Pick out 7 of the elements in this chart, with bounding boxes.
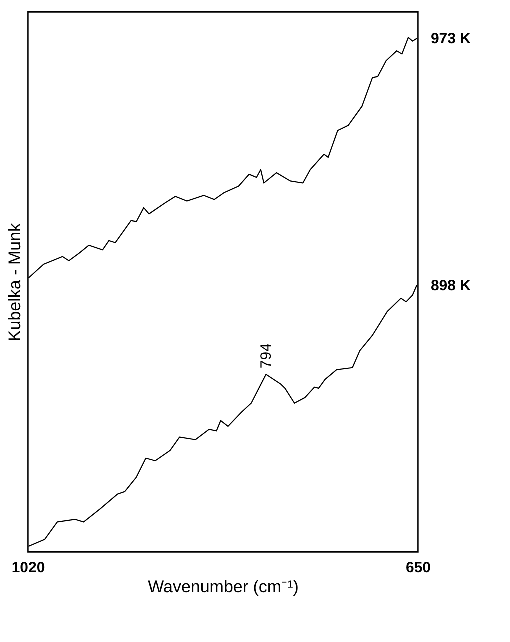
series-label: 898 K [430,278,472,295]
y-axis-title: Kubelka - Munk [6,222,24,342]
series-label: 973 K [430,30,472,48]
x-tick-label: 1020 [12,560,46,576]
x-tick-label: 650 [406,560,432,576]
x-axis-title: Wavenumber (cm⁻¹) [148,578,299,596]
annotation: 794 [258,344,276,369]
